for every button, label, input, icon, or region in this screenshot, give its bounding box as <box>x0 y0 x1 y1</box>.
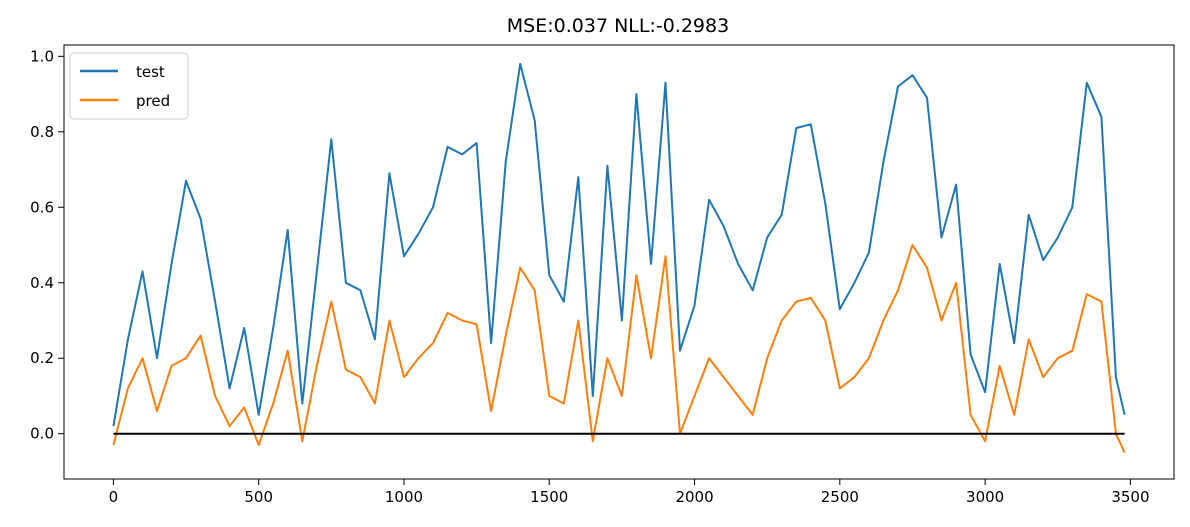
y-tick-label: 0.4 <box>30 274 54 292</box>
x-tick-label: 0 <box>109 488 119 506</box>
x-tick-label: 3000 <box>966 488 1004 506</box>
x-tick-label: 2500 <box>821 488 859 506</box>
legend-box <box>69 52 189 120</box>
x-tick-label: 500 <box>244 488 273 506</box>
x-tick-label: 1000 <box>385 488 423 506</box>
legend-test-label: test <box>136 63 165 81</box>
y-tick-label: 0.8 <box>30 123 54 141</box>
series-line-pred <box>112 244 1126 454</box>
x-tick-label: 1500 <box>530 488 568 506</box>
x-tick-label: 3500 <box>1111 488 1149 506</box>
chart-title: MSE:0.037 NLL:-0.2983 <box>507 15 729 37</box>
legend-pred-label: pred <box>136 92 170 110</box>
y-tick-label: 0.6 <box>30 198 54 216</box>
y-tick-label: 1.0 <box>30 47 54 65</box>
x-tick-label: 2000 <box>675 488 713 506</box>
y-axis: 0.0 0.2 0.4 0.6 0.8 1.0 <box>30 47 64 443</box>
legend: test pred <box>69 52 189 120</box>
y-tick-label: 0.2 <box>30 349 54 367</box>
series-layer <box>112 62 1126 454</box>
plot-frame <box>63 44 1175 480</box>
y-tick-label: 0.0 <box>30 425 54 443</box>
x-axis: 0 500 1000 1500 2000 2500 3000 3500 <box>109 479 1150 506</box>
series-line-test <box>112 62 1126 427</box>
